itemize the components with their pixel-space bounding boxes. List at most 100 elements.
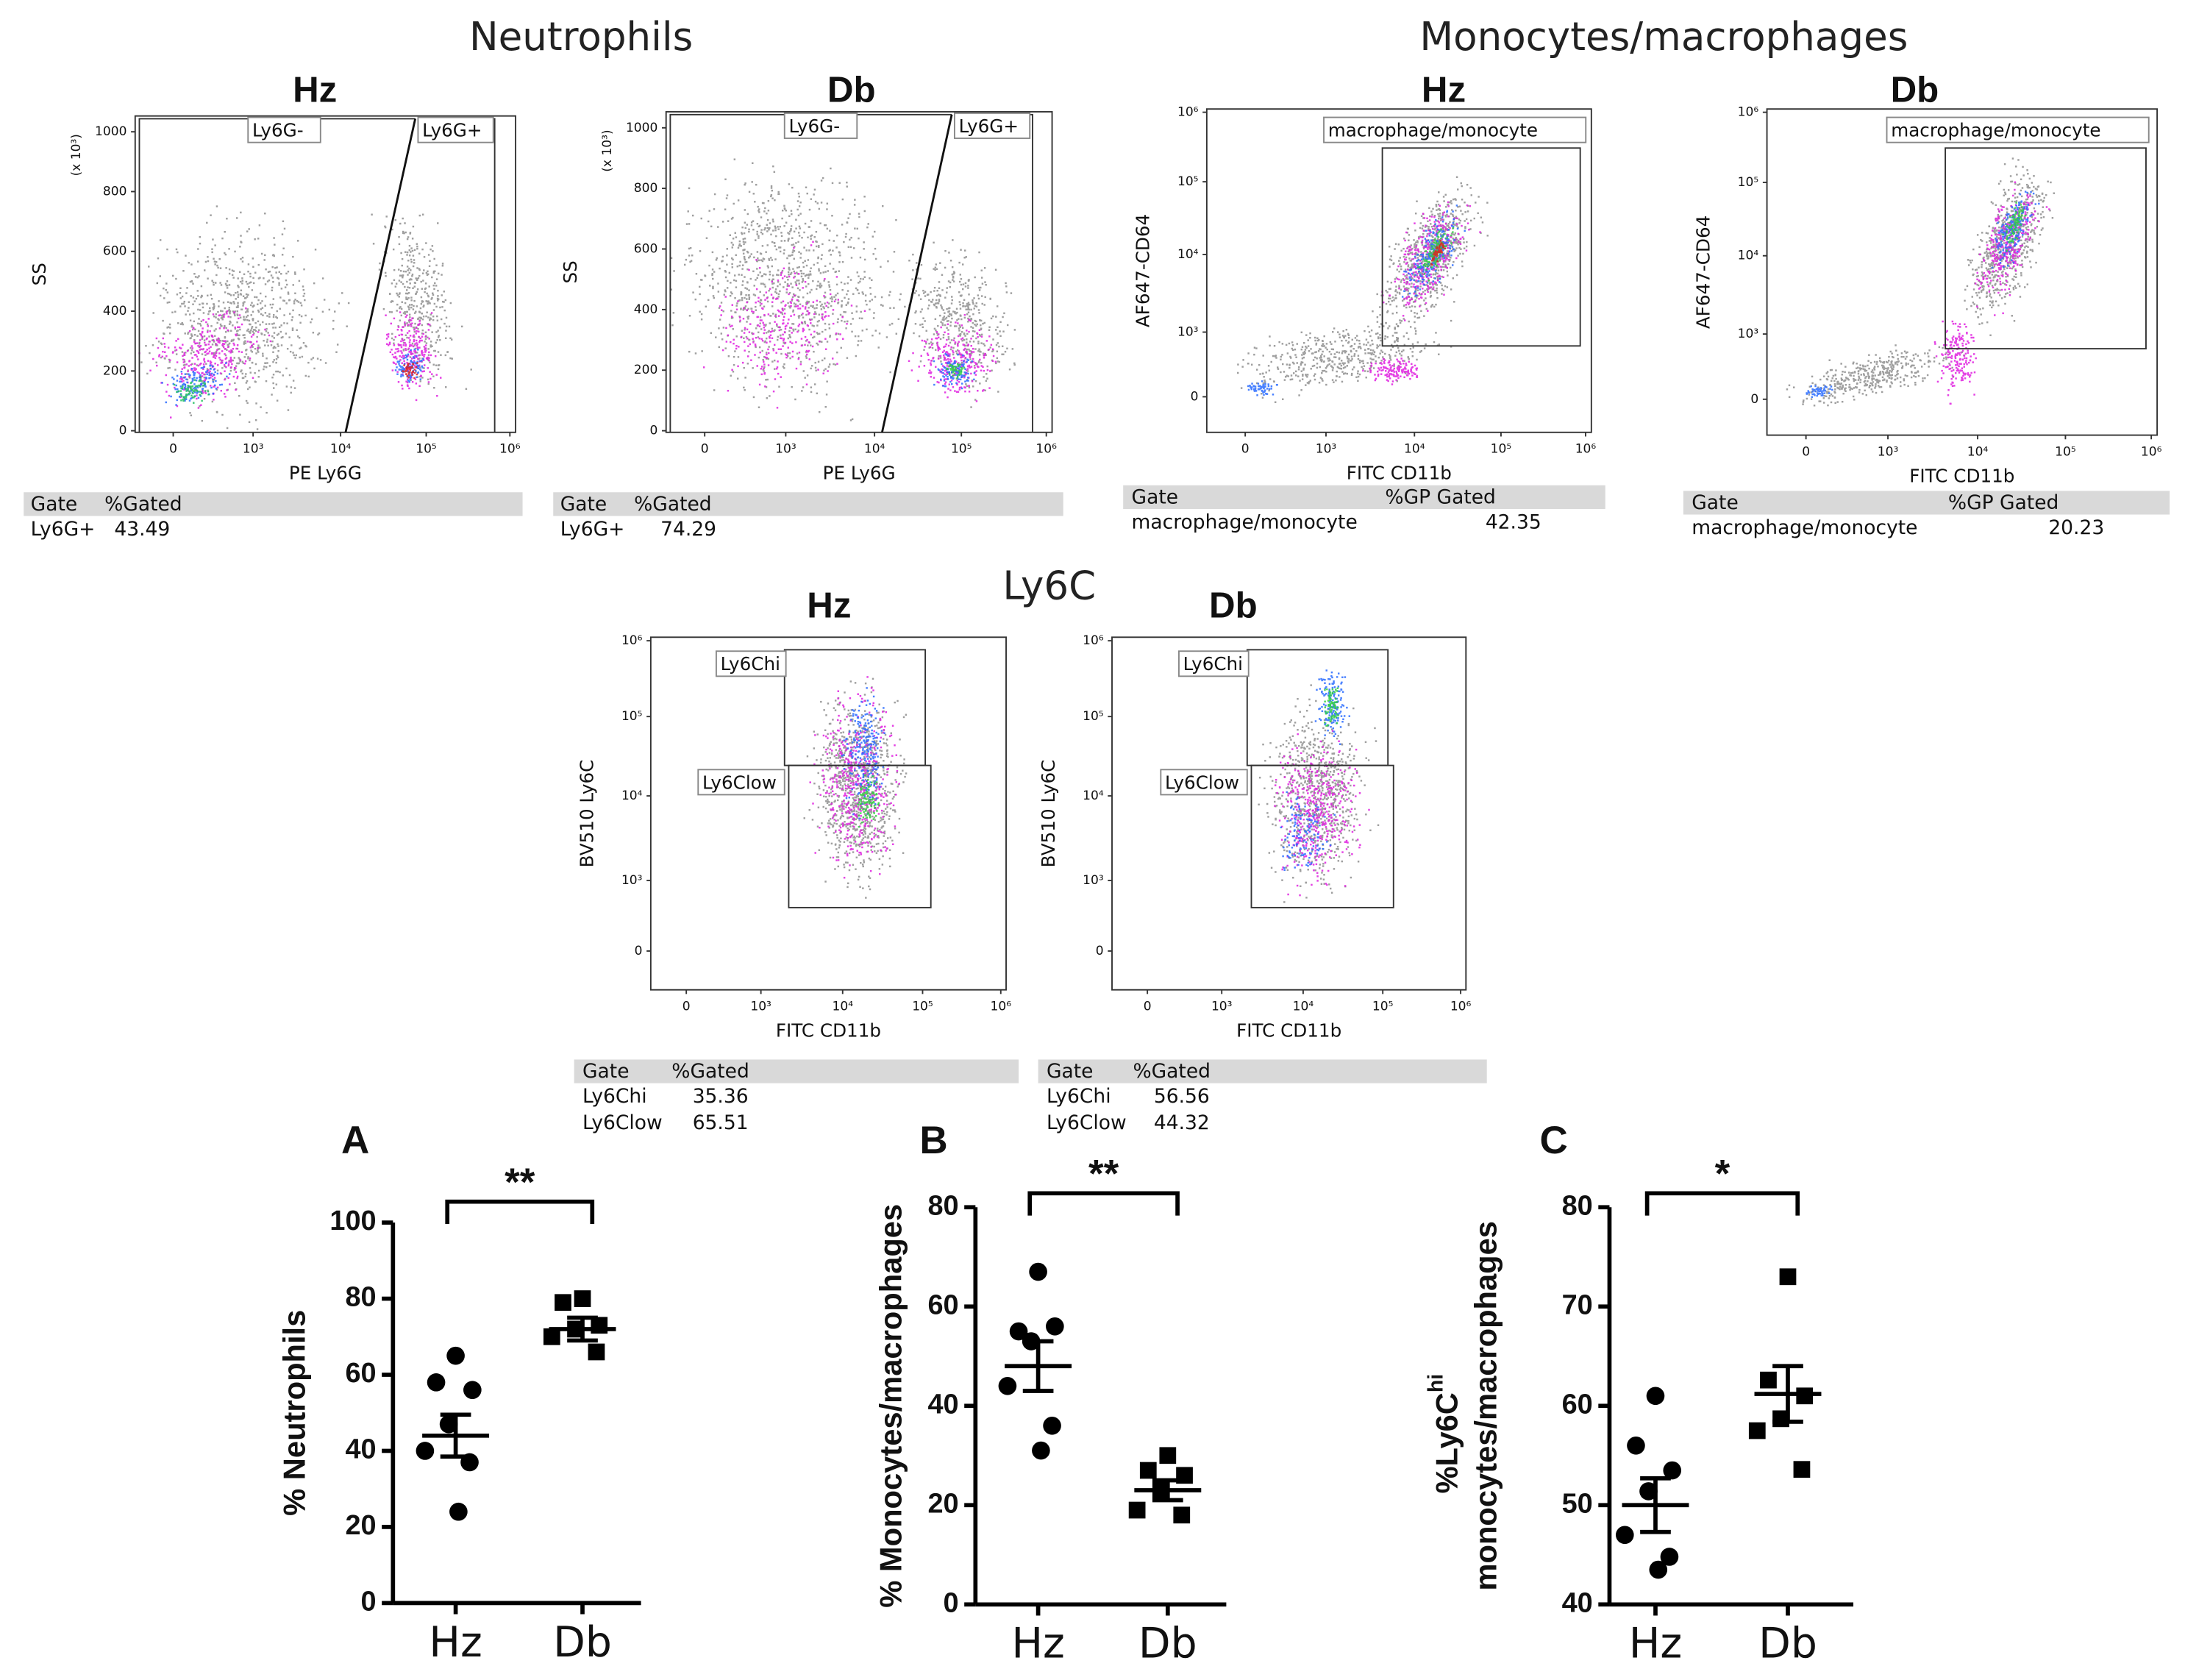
event-dot <box>179 297 182 299</box>
event-dot <box>427 358 429 361</box>
event-dot <box>830 305 833 307</box>
event-dot <box>276 334 279 336</box>
event-dot <box>780 348 782 350</box>
event-dot <box>1450 245 1452 247</box>
event-dot <box>953 369 955 371</box>
event-dot <box>407 348 410 351</box>
event-dot <box>165 288 167 291</box>
event-dot <box>156 364 158 367</box>
event-dot <box>1005 285 1008 288</box>
event-dot <box>955 367 958 370</box>
event-dot <box>795 284 798 287</box>
event-dot <box>966 305 968 307</box>
event-dot <box>801 281 804 283</box>
event-dot <box>421 332 424 335</box>
event-dot <box>961 368 963 370</box>
event-dot <box>238 357 240 359</box>
event-dot <box>806 324 809 327</box>
event-dot <box>439 339 441 341</box>
event-dot <box>992 315 994 318</box>
event-dot <box>199 377 202 380</box>
event-dot <box>752 310 755 313</box>
event-dot <box>1450 257 1452 259</box>
event-dot <box>952 349 954 352</box>
event-dot <box>735 280 738 282</box>
event-dot <box>227 292 229 295</box>
event-dot <box>199 309 202 311</box>
event-dot <box>783 363 785 366</box>
event-dot <box>393 268 396 271</box>
event-dot <box>727 389 730 392</box>
event-dot <box>1419 280 1422 282</box>
event-dot <box>983 355 985 357</box>
event-dot <box>791 296 794 299</box>
event-dot <box>1459 241 1461 243</box>
event-dot <box>791 186 794 189</box>
y-tick-label: 1000 <box>626 121 657 135</box>
event-dot <box>233 344 235 346</box>
event-dot <box>1386 280 1389 283</box>
event-dot <box>1443 200 1445 202</box>
event-dot <box>431 331 433 333</box>
event-dot <box>416 344 418 347</box>
event-dot <box>404 344 407 346</box>
event-dot <box>995 316 997 318</box>
event-dot <box>763 363 766 366</box>
event-dot <box>429 346 432 348</box>
event-dot <box>772 313 774 315</box>
event-dot <box>247 293 249 296</box>
event-dot <box>314 249 317 251</box>
event-dot <box>958 291 960 293</box>
event-dot <box>221 310 224 313</box>
event-dot <box>1424 226 1427 228</box>
event-dot <box>409 344 411 346</box>
event-dot <box>223 363 226 366</box>
event-dot <box>1400 288 1402 291</box>
event-dot <box>223 316 225 318</box>
event-dot <box>227 388 229 391</box>
event-dot <box>1385 289 1387 292</box>
event-dot <box>817 256 819 259</box>
event-dot <box>970 344 972 347</box>
event-dot <box>1458 205 1461 207</box>
event-dot <box>1436 291 1439 294</box>
event-dot <box>944 312 946 314</box>
event-dot <box>190 333 193 335</box>
event-dot <box>998 345 1000 348</box>
event-dot <box>828 327 831 330</box>
event-dot <box>958 374 961 377</box>
event-dot <box>733 274 736 277</box>
event-dot <box>974 320 977 323</box>
event-dot <box>799 252 802 255</box>
event-dot <box>804 321 806 323</box>
event-dot <box>968 318 970 321</box>
event-dot <box>962 363 964 366</box>
event-dot <box>797 300 800 302</box>
event-dot <box>268 334 271 337</box>
event-dot <box>197 396 200 399</box>
event-dot <box>404 349 407 352</box>
event-dot <box>825 305 827 307</box>
event-dot <box>797 357 800 359</box>
event-dot <box>970 338 972 340</box>
event-dot <box>783 275 786 277</box>
event-dot <box>1453 250 1455 252</box>
event-dot <box>259 277 261 279</box>
event-dot <box>755 344 757 347</box>
event-dot <box>273 332 276 334</box>
event-dot <box>451 357 453 360</box>
event-dot <box>1396 291 1399 293</box>
event-dot <box>243 341 246 344</box>
event-dot <box>199 363 202 366</box>
event-dot <box>1436 266 1439 268</box>
event-dot <box>222 313 224 316</box>
event-dot <box>793 270 795 273</box>
event-dot <box>182 323 184 326</box>
event-dot <box>824 271 827 273</box>
event-dot <box>265 380 268 382</box>
event-dot <box>942 317 944 319</box>
event-dot <box>282 299 285 302</box>
event-dot <box>893 307 895 309</box>
event-dot <box>275 361 277 364</box>
event-dot <box>855 310 858 313</box>
